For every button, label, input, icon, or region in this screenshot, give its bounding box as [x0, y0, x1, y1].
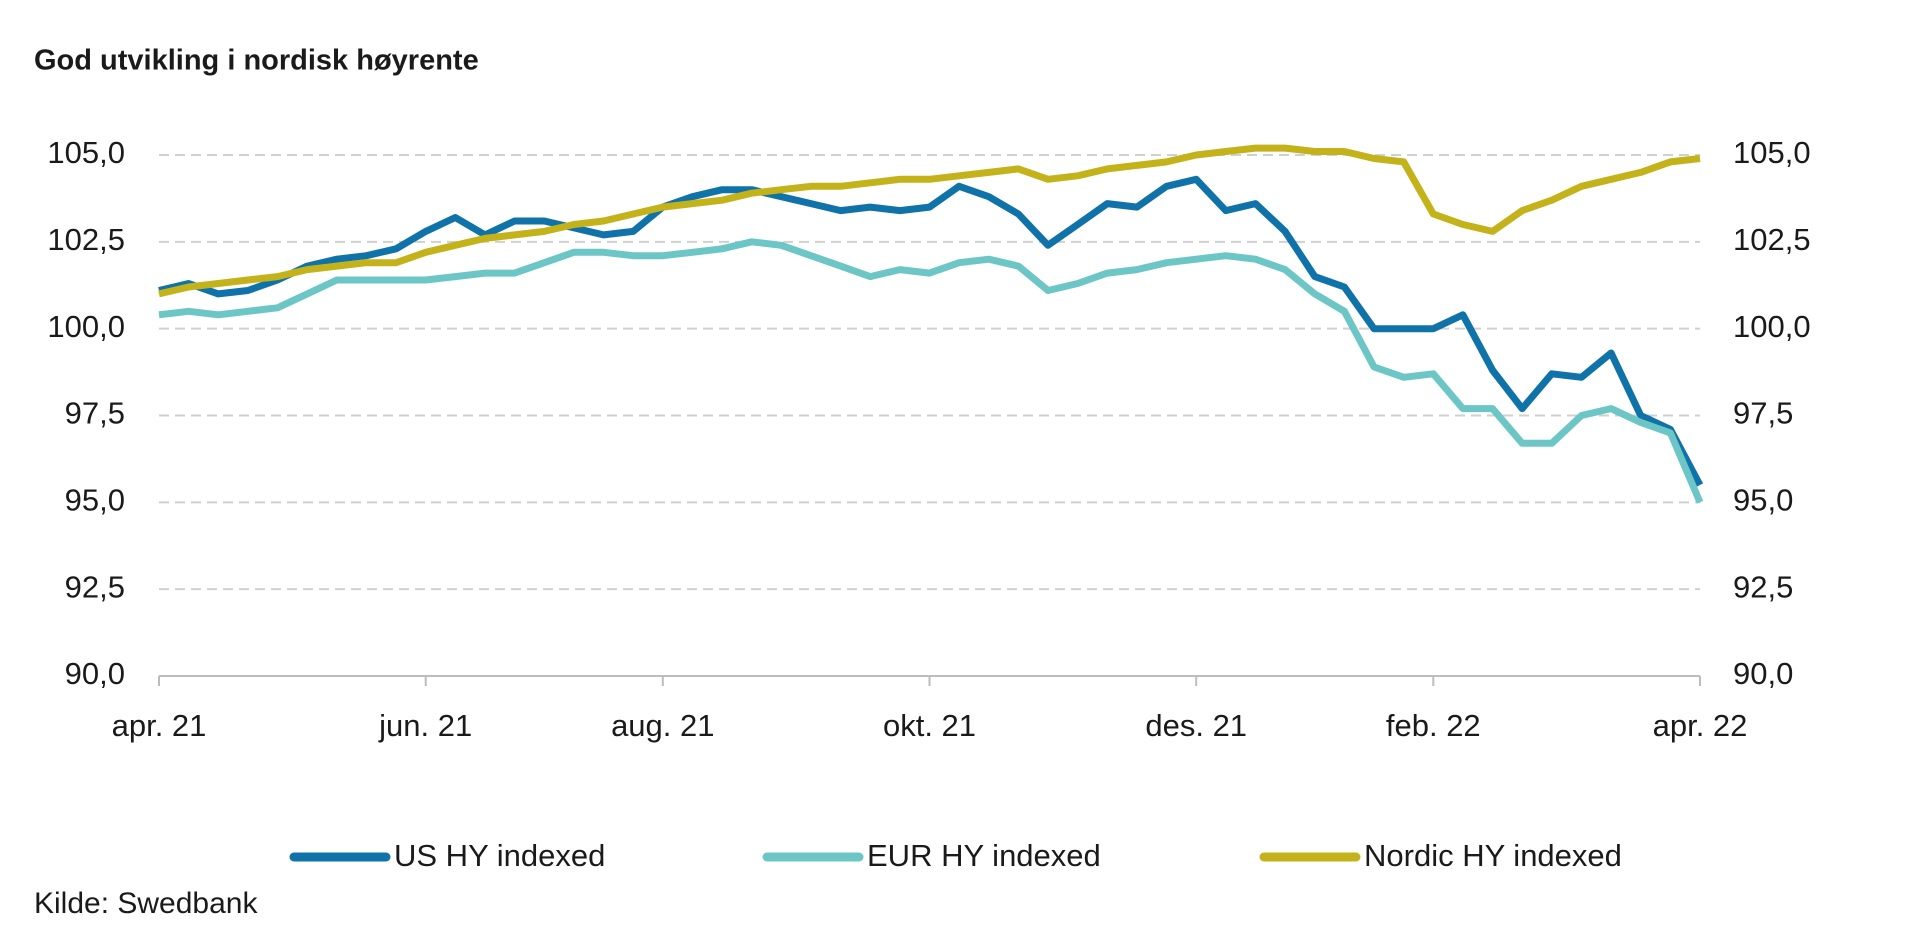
- y2-tick-label: 95,0: [1733, 483, 1793, 518]
- y2-tick-label: 100,0: [1733, 309, 1811, 344]
- y-tick-label: 92,5: [65, 569, 125, 604]
- y2-tick-label: 102,5: [1733, 222, 1811, 257]
- legend-label: Nordic HY indexed: [1364, 838, 1622, 873]
- x-tick-label: apr. 21: [112, 708, 207, 743]
- x-tick-label: aug. 21: [611, 708, 714, 743]
- y-tick-label: 105,0: [47, 135, 125, 170]
- y-tick-label: 90,0: [65, 656, 125, 691]
- x-tick-label: okt. 21: [883, 708, 976, 743]
- series-line: [158, 175, 1704, 487]
- series-line: [158, 238, 1704, 504]
- y2-tick-label: 97,5: [1733, 396, 1793, 431]
- legend-label: US HY indexed: [394, 838, 605, 873]
- source: Kilde: Swedbank: [34, 887, 258, 920]
- x-tick-label: apr. 22: [1653, 708, 1748, 743]
- y-tick-label: 95,0: [65, 483, 125, 518]
- x-tick-label: feb. 22: [1386, 708, 1481, 743]
- x-tick-label: jun. 21: [378, 708, 472, 743]
- y-tick-label: 102,5: [47, 222, 125, 257]
- y2-tick-label: 92,5: [1733, 569, 1793, 604]
- y2-tick-label: 105,0: [1733, 135, 1811, 170]
- legend-label: EUR HY indexed: [867, 838, 1101, 873]
- chart-title: God utvikling i nordisk høyrente: [34, 45, 479, 77]
- x-tick-label: des. 21: [1145, 708, 1247, 743]
- y2-tick-label: 90,0: [1733, 656, 1793, 691]
- series-line: [158, 144, 1701, 298]
- y-tick-label: 100,0: [47, 309, 125, 344]
- y-tick-label: 97,5: [65, 396, 125, 431]
